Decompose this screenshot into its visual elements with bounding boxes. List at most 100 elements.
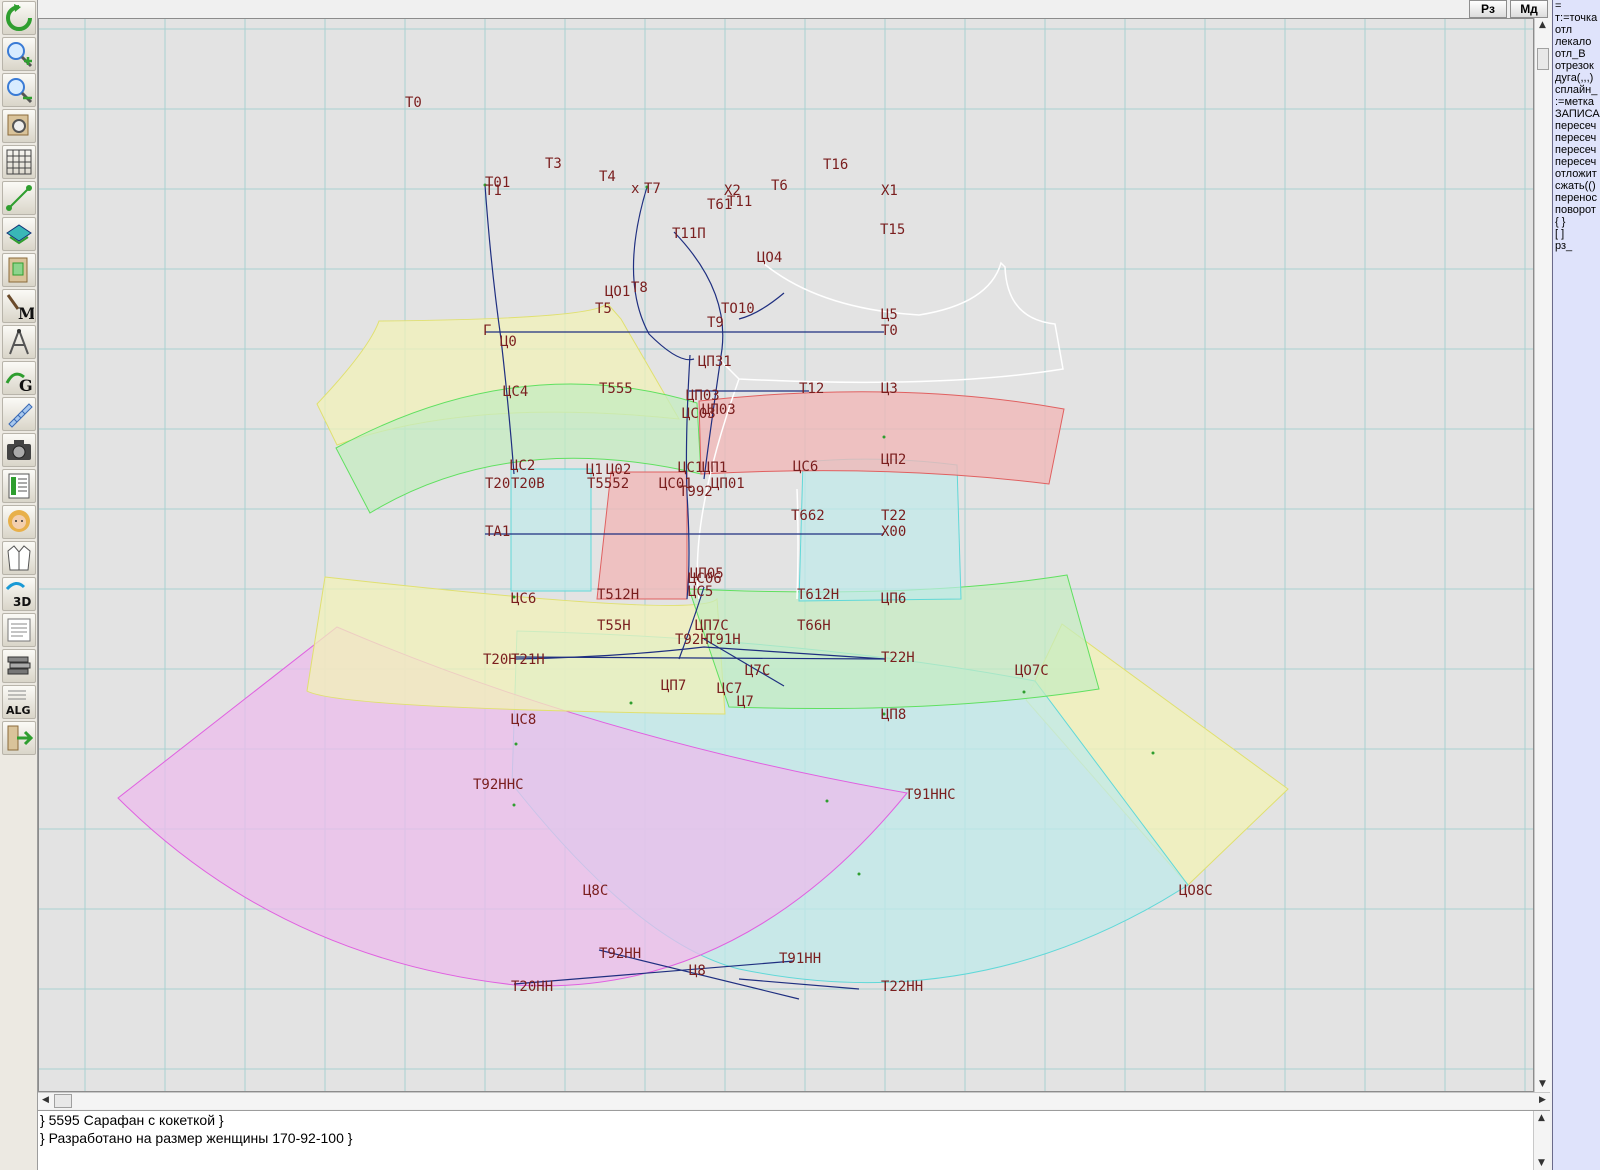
drawing-canvas[interactable]: Т0 Т01 Т1 Т3 Т4 х Т7 Х2 Т6 Т61 Т11 Т16 Х1 Т11П Т15 ЦО4 Ц… <box>38 18 1534 1092</box>
scroll-down-icon[interactable]: ▼ <box>1539 1079 1546 1089</box>
avatar-button[interactable] <box>2 505 36 539</box>
point-label[interactable]: Т512Н <box>597 587 639 603</box>
cyan-bodice-right[interactable] <box>798 458 962 602</box>
command-item[interactable]: пересеч <box>1555 132 1597 144</box>
point-label[interactable]: Ц02 <box>606 462 631 478</box>
point-label[interactable]: ЦО1 <box>605 284 630 300</box>
point-label[interactable]: Т20Н <box>483 652 517 668</box>
point-label[interactable]: ЦП03 <box>686 388 720 404</box>
zoom-in-button[interactable] <box>2 37 36 71</box>
rz-button[interactable]: Рз <box>1469 0 1507 18</box>
point-label[interactable]: ЦС2 <box>510 458 535 474</box>
horizontal-scrollbar[interactable]: ◀ ▶ <box>38 1092 1550 1109</box>
point-label[interactable]: Г <box>483 323 491 339</box>
point-label[interactable]: Х1 <box>881 183 898 199</box>
point-label[interactable]: Ц8 <box>689 963 706 979</box>
point-label[interactable]: Т9 <box>707 315 724 331</box>
point-label[interactable]: ЦО7С <box>1015 663 1049 679</box>
point-label[interactable]: Т61 <box>707 197 732 213</box>
point-label[interactable]: Т6 <box>771 178 788 194</box>
point-label[interactable]: Т55Н <box>597 618 631 634</box>
segment-button[interactable] <box>2 181 36 215</box>
point-label[interactable]: ЦС03 <box>682 406 716 422</box>
point-label[interactable]: Т662 <box>791 508 825 524</box>
point-label[interactable]: Т555 <box>599 381 633 397</box>
code-scrollbar[interactable]: ▲ ▼ <box>1533 1111 1550 1170</box>
command-item[interactable]: отрезок <box>1555 60 1594 72</box>
command-item[interactable]: пересеч <box>1555 144 1597 156</box>
point-label[interactable]: ЦП1 <box>702 460 727 476</box>
point-label[interactable]: ЦП8 <box>881 707 906 723</box>
code-scroll-up-icon[interactable]: ▲ <box>1538 1113 1545 1123</box>
code-editor[interactable]: } 5595 Сарафан с кокеткой } } Разработан… <box>38 1110 1550 1170</box>
point-label[interactable]: Т91НН <box>779 951 821 967</box>
point-label[interactable]: Т11 <box>727 194 752 210</box>
command-item[interactable]: отложит <box>1555 168 1597 180</box>
code-scroll-down-icon[interactable]: ▼ <box>1538 1158 1545 1168</box>
command-item[interactable]: [ ] <box>1555 228 1565 240</box>
point-label[interactable]: Ц1 <box>586 462 603 478</box>
point-label[interactable]: Т0 <box>405 95 422 111</box>
point-label[interactable]: Т11П <box>672 226 706 242</box>
point-label[interactable]: ЦС6 <box>793 459 818 475</box>
point-label[interactable]: ЦП6 <box>881 591 906 607</box>
command-item[interactable]: дуга(,,,) <box>1555 72 1594 84</box>
point-label[interactable]: Ц7 <box>737 694 754 710</box>
point-label[interactable]: ЦП31 <box>698 354 732 370</box>
point-label[interactable]: ЦС1 <box>678 460 703 476</box>
point-label[interactable]: ЦП2 <box>881 452 906 468</box>
point-label[interactable]: ЦП7 <box>661 678 686 694</box>
refresh-button[interactable] <box>2 1 36 35</box>
point-label[interactable]: Т5 <box>595 301 612 317</box>
point-label[interactable]: Т22НН <box>881 979 923 995</box>
point-label[interactable]: ЦП05 <box>690 566 724 582</box>
command-item[interactable]: перенос <box>1555 192 1598 204</box>
command-item[interactable]: отл <box>1555 24 1573 36</box>
point-label[interactable]: Т91Н <box>707 632 741 648</box>
point-label[interactable]: Т15 <box>880 222 905 238</box>
macro-m-button[interactable]: M <box>2 289 36 323</box>
point-label[interactable]: Т20В <box>511 476 545 492</box>
point-label[interactable]: ЦС5 <box>688 584 713 600</box>
point-label[interactable]: Т3 <box>545 156 562 172</box>
pattern-button[interactable] <box>2 253 36 287</box>
code-line[interactable]: } 5595 Сарафан с кокеткой } <box>40 1112 224 1128</box>
point-label[interactable]: Ц8С <box>583 883 608 899</box>
point-label[interactable]: Т92НН <box>599 946 641 962</box>
text-doc-button[interactable] <box>2 613 36 647</box>
point-label[interactable]: ЦС4 <box>503 384 528 400</box>
command-item[interactable]: отл_В <box>1555 48 1586 60</box>
command-item[interactable]: рз_ <box>1555 240 1573 252</box>
point-label[interactable]: Т21Н <box>511 652 545 668</box>
command-item[interactable]: пересеч <box>1555 120 1597 132</box>
point-label[interactable]: Ц7С <box>745 663 770 679</box>
point-label[interactable]: ЦС7 <box>717 681 742 697</box>
layers-button[interactable] <box>2 649 36 683</box>
point-label[interactable]: Т92ННС <box>473 777 524 793</box>
point-label[interactable]: ЦС06 <box>688 571 722 587</box>
point-label[interactable]: Т20НН <box>511 979 553 995</box>
command-item[interactable]: сжать(() <box>1555 180 1596 192</box>
point-label[interactable]: ЦП7С <box>695 618 729 634</box>
point-label[interactable]: Т992 <box>679 484 713 500</box>
point-label[interactable]: Х2 <box>724 183 741 199</box>
point-label[interactable]: ЦС6 <box>511 591 536 607</box>
point-label[interactable]: Т22 <box>881 508 906 524</box>
point-label[interactable]: Т66Н <box>797 618 831 634</box>
yellow-yoke-left[interactable] <box>306 576 726 715</box>
point-label[interactable]: Т22Н <box>881 650 915 666</box>
md-button[interactable]: Мд <box>1510 0 1548 18</box>
zoom-fit-button[interactable] <box>2 109 36 143</box>
3d-button[interactable]: 3D <box>2 577 36 611</box>
point-label[interactable]: Т92Н <box>675 632 709 648</box>
scroll-left-icon[interactable]: ◀ <box>42 1095 49 1105</box>
zoom-out-button[interactable] <box>2 73 36 107</box>
compass-button[interactable] <box>2 325 36 359</box>
vertical-scrollbar[interactable]: ▲ ▼ <box>1534 18 1551 1092</box>
exit-button[interactable] <box>2 721 36 755</box>
alg-button[interactable]: ALG <box>2 685 36 719</box>
macro-g-button[interactable]: G <box>2 361 36 395</box>
magenta-skirt-piece[interactable] <box>117 626 908 987</box>
command-item[interactable]: { } <box>1555 216 1566 228</box>
point-label[interactable]: Т0 <box>881 323 898 339</box>
